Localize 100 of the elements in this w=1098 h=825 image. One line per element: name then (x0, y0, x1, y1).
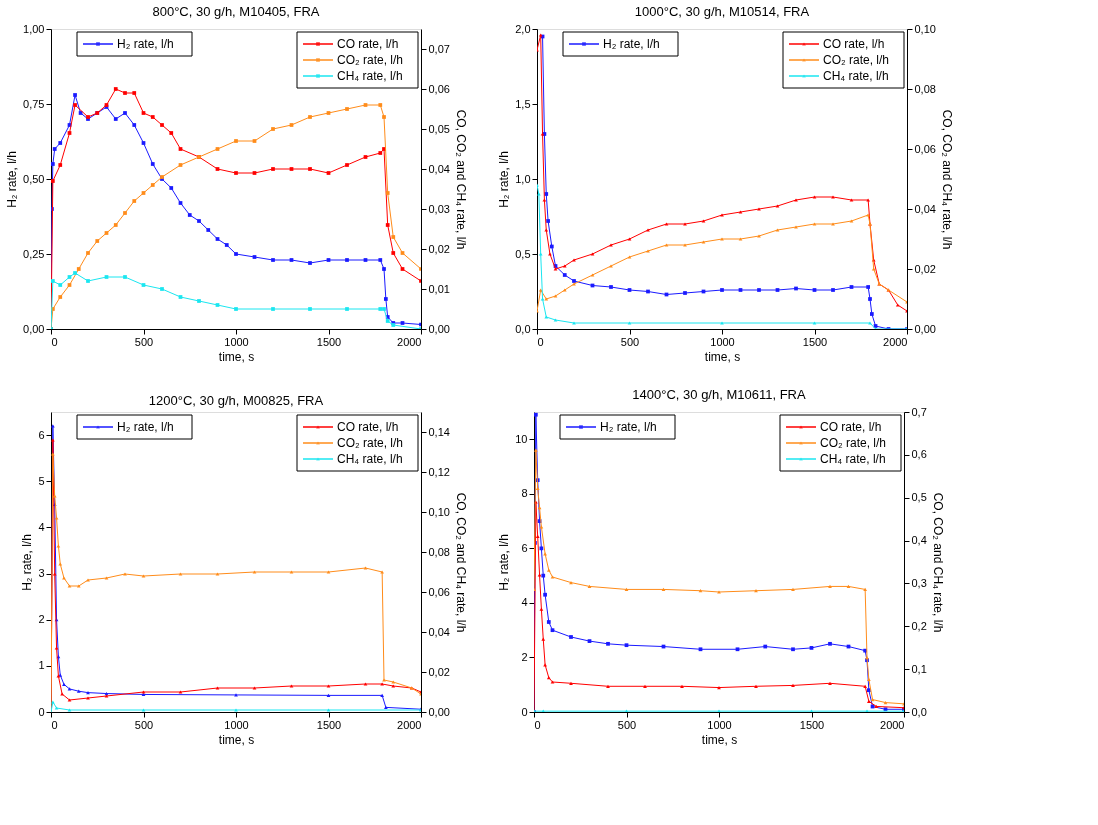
y2-tick-label: 0,00 (914, 322, 936, 335)
y2-tick-label: 0,00 (428, 322, 450, 335)
y2-tick-label: 0,10 (914, 22, 936, 35)
x-tick-label: 2000 (880, 718, 905, 731)
x-tick-label: 2000 (397, 335, 422, 348)
x-tick-label: 1500 (316, 718, 342, 731)
x-tick-label: 500 (134, 335, 154, 348)
y2-tick-label: 0,4 (911, 534, 927, 547)
y2-tick-label: 0,06 (428, 82, 450, 95)
legend-label: CH₄ rate, l/h (823, 69, 889, 83)
chart-title: 1200°C, 30 g/h, M00825, FRA (148, 393, 324, 408)
y-tick-label: 3 (38, 567, 45, 580)
y-axis-title: H₂ rate, l/h (497, 534, 512, 591)
y-tick-label: 2,0 (515, 22, 531, 35)
chart-title: 800°C, 30 g/h, M10405, FRA (152, 4, 320, 19)
y2-tick-label: 0,5 (911, 491, 927, 504)
y-tick-label: 1,0 (515, 172, 531, 185)
x-tick-label: 2000 (883, 335, 908, 348)
legend-label: CO₂ rate, l/h (337, 53, 404, 67)
y-tick-label: 0,75 (23, 97, 45, 110)
legend-label: CO₂ rate, l/h (820, 436, 887, 450)
y2-axis-title: CO, CO₂ and CH₄ rate, l/h (453, 109, 468, 250)
x-axis-title: time, s (218, 732, 255, 747)
y2-tick-label: 0,6 (911, 448, 927, 461)
legend-label: CH₄ rate, l/h (337, 452, 403, 466)
y-tick-label: 8 (521, 487, 528, 500)
y2-tick-label: 0,04 (428, 162, 450, 175)
y-tick-label: 0,00 (23, 322, 45, 335)
y2-tick-label: 0,06 (914, 142, 936, 155)
x-tick-label: 0 (537, 335, 544, 348)
x-tick-label: 500 (134, 718, 154, 731)
y-tick-label: 4 (521, 596, 528, 609)
y2-tick-label: 0,05 (428, 122, 450, 135)
y2-tick-label: 0,02 (428, 665, 450, 678)
y2-tick-label: 0,08 (428, 545, 450, 558)
legend-label: H₂ rate, l/h (117, 37, 174, 51)
y-tick-label: 2 (521, 650, 528, 663)
x-axis-title: time, s (701, 732, 738, 747)
y-tick-label: 0 (38, 705, 45, 718)
x-tick-label: 1000 (710, 335, 735, 348)
x-tick-label: 1500 (802, 335, 828, 348)
x-tick-label: 2000 (397, 718, 422, 731)
legend-label: CO rate, l/h (823, 37, 885, 51)
chart-title: 1000°C, 30 g/h, M10514, FRA (634, 4, 810, 19)
y2-axis-title: CO, CO₂ and CH₄ rate, l/h (930, 492, 945, 633)
y2-tick-label: 0,10 (428, 505, 450, 518)
y-tick-label: 5 (38, 474, 45, 487)
y2-axis-title: CO, CO₂ and CH₄ rate, l/h (453, 492, 468, 633)
legend-label: CO rate, l/h (337, 37, 399, 51)
x-tick-label: 1500 (799, 718, 825, 731)
y2-tick-label: 0,02 (428, 242, 450, 255)
y-tick-label: 0,50 (23, 172, 45, 185)
y-tick-label: 2 (38, 613, 45, 626)
x-tick-label: 1000 (707, 718, 732, 731)
y2-tick-label: 0,1 (911, 662, 927, 675)
x-tick-label: 500 (620, 335, 640, 348)
y-tick-label: 1 (38, 659, 45, 672)
y2-tick-label: 0,7 (911, 405, 927, 418)
y-tick-label: 1,00 (23, 22, 45, 35)
y2-tick-label: 0,08 (914, 82, 936, 95)
y-axis-title: H₂ rate, l/h (497, 151, 512, 208)
legend-label: H₂ rate, l/h (117, 420, 174, 434)
y-axis-title: H₂ rate, l/h (5, 151, 20, 208)
y2-tick-label: 0,12 (428, 465, 450, 478)
y2-tick-label: 0,04 (428, 625, 450, 638)
x-tick-label: 0 (51, 718, 58, 731)
y2-tick-label: 0,07 (428, 42, 450, 55)
legend-label: CH₄ rate, l/h (337, 69, 403, 83)
y2-tick-label: 0,0 (911, 705, 927, 718)
y2-tick-label: 0,2 (911, 619, 927, 632)
legend-label: CO₂ rate, l/h (823, 53, 890, 67)
y-tick-label: 4 (38, 520, 45, 533)
y2-tick-label: 0,3 (911, 576, 927, 589)
y-axis-title: H₂ rate, l/h (20, 534, 35, 591)
x-axis-title: time, s (218, 349, 255, 364)
x-tick-label: 1000 (224, 718, 249, 731)
y2-tick-label: 0,06 (428, 585, 450, 598)
legend-label: CO rate, l/h (337, 420, 399, 434)
y-tick-label: 0,0 (515, 322, 531, 335)
x-tick-label: 1500 (316, 335, 342, 348)
y2-tick-label: 0,00 (428, 705, 450, 718)
legend-label: CO₂ rate, l/h (337, 436, 404, 450)
x-tick-label: 0 (51, 335, 58, 348)
y-tick-label: 1,5 (515, 97, 531, 110)
y-tick-label: 0,5 (515, 247, 531, 260)
y-tick-label: 6 (521, 541, 528, 554)
y2-tick-label: 0,14 (428, 425, 450, 438)
chart-title: 1400°C, 30 g/h, M10611, FRA (632, 387, 806, 402)
y-tick-label: 6 (38, 428, 45, 441)
x-tick-label: 1000 (224, 335, 249, 348)
legend-label: CH₄ rate, l/h (820, 452, 886, 466)
y-tick-label: 10 (515, 432, 528, 445)
x-axis-title: time, s (704, 349, 741, 364)
legend-label: CO rate, l/h (820, 420, 882, 434)
y-tick-label: 0 (521, 705, 528, 718)
x-tick-label: 0 (534, 718, 541, 731)
y2-tick-label: 0,03 (428, 202, 450, 215)
legend-label: H₂ rate, l/h (600, 420, 657, 434)
legend-label: H₂ rate, l/h (603, 37, 660, 51)
y2-tick-label: 0,02 (914, 262, 936, 275)
